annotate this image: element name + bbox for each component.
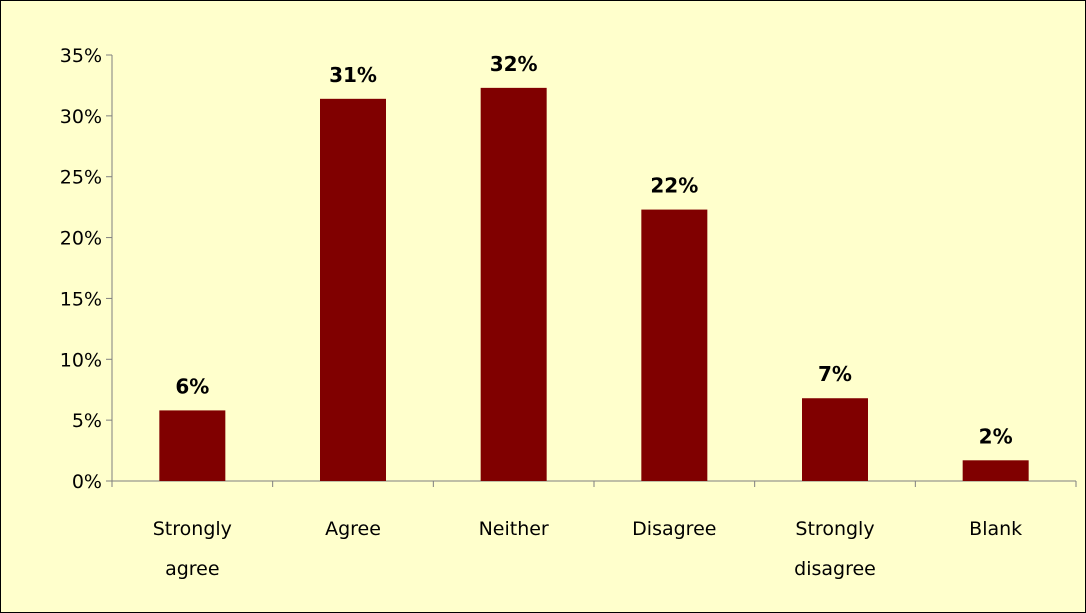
bar-2	[320, 98, 386, 482]
data-label: 31%	[329, 63, 377, 87]
data-label: 22%	[650, 174, 698, 198]
y-tick-label: 0%	[72, 471, 102, 493]
x-category-label: Blank	[969, 518, 1022, 540]
data-label: 32%	[490, 52, 538, 76]
bar-4	[641, 209, 708, 481]
x-category-label: Strongly	[795, 518, 874, 540]
y-tick-label: 15%	[60, 288, 102, 310]
x-category-label: Neither	[479, 518, 549, 540]
x-category-label: agree	[165, 558, 219, 580]
data-label: 6%	[175, 374, 209, 398]
y-tick-label: 25%	[60, 167, 102, 189]
bar-6	[962, 460, 1029, 481]
y-tick-label: 30%	[60, 106, 102, 128]
x-category-label: disagree	[794, 558, 876, 580]
y-tick-label: 20%	[60, 228, 102, 250]
bar-1	[159, 410, 226, 481]
bar-3	[480, 87, 547, 481]
x-category-label: Agree	[325, 518, 381, 540]
data-label: 7%	[818, 362, 852, 386]
x-category-label: Disagree	[632, 518, 716, 540]
bar-5	[802, 398, 868, 481]
data-label: 2%	[979, 424, 1013, 448]
y-tick-label: 5%	[72, 410, 102, 432]
x-category-label: Strongly	[153, 518, 232, 540]
y-tick-label: 35%	[60, 45, 102, 67]
y-tick-label: 10%	[60, 349, 102, 371]
